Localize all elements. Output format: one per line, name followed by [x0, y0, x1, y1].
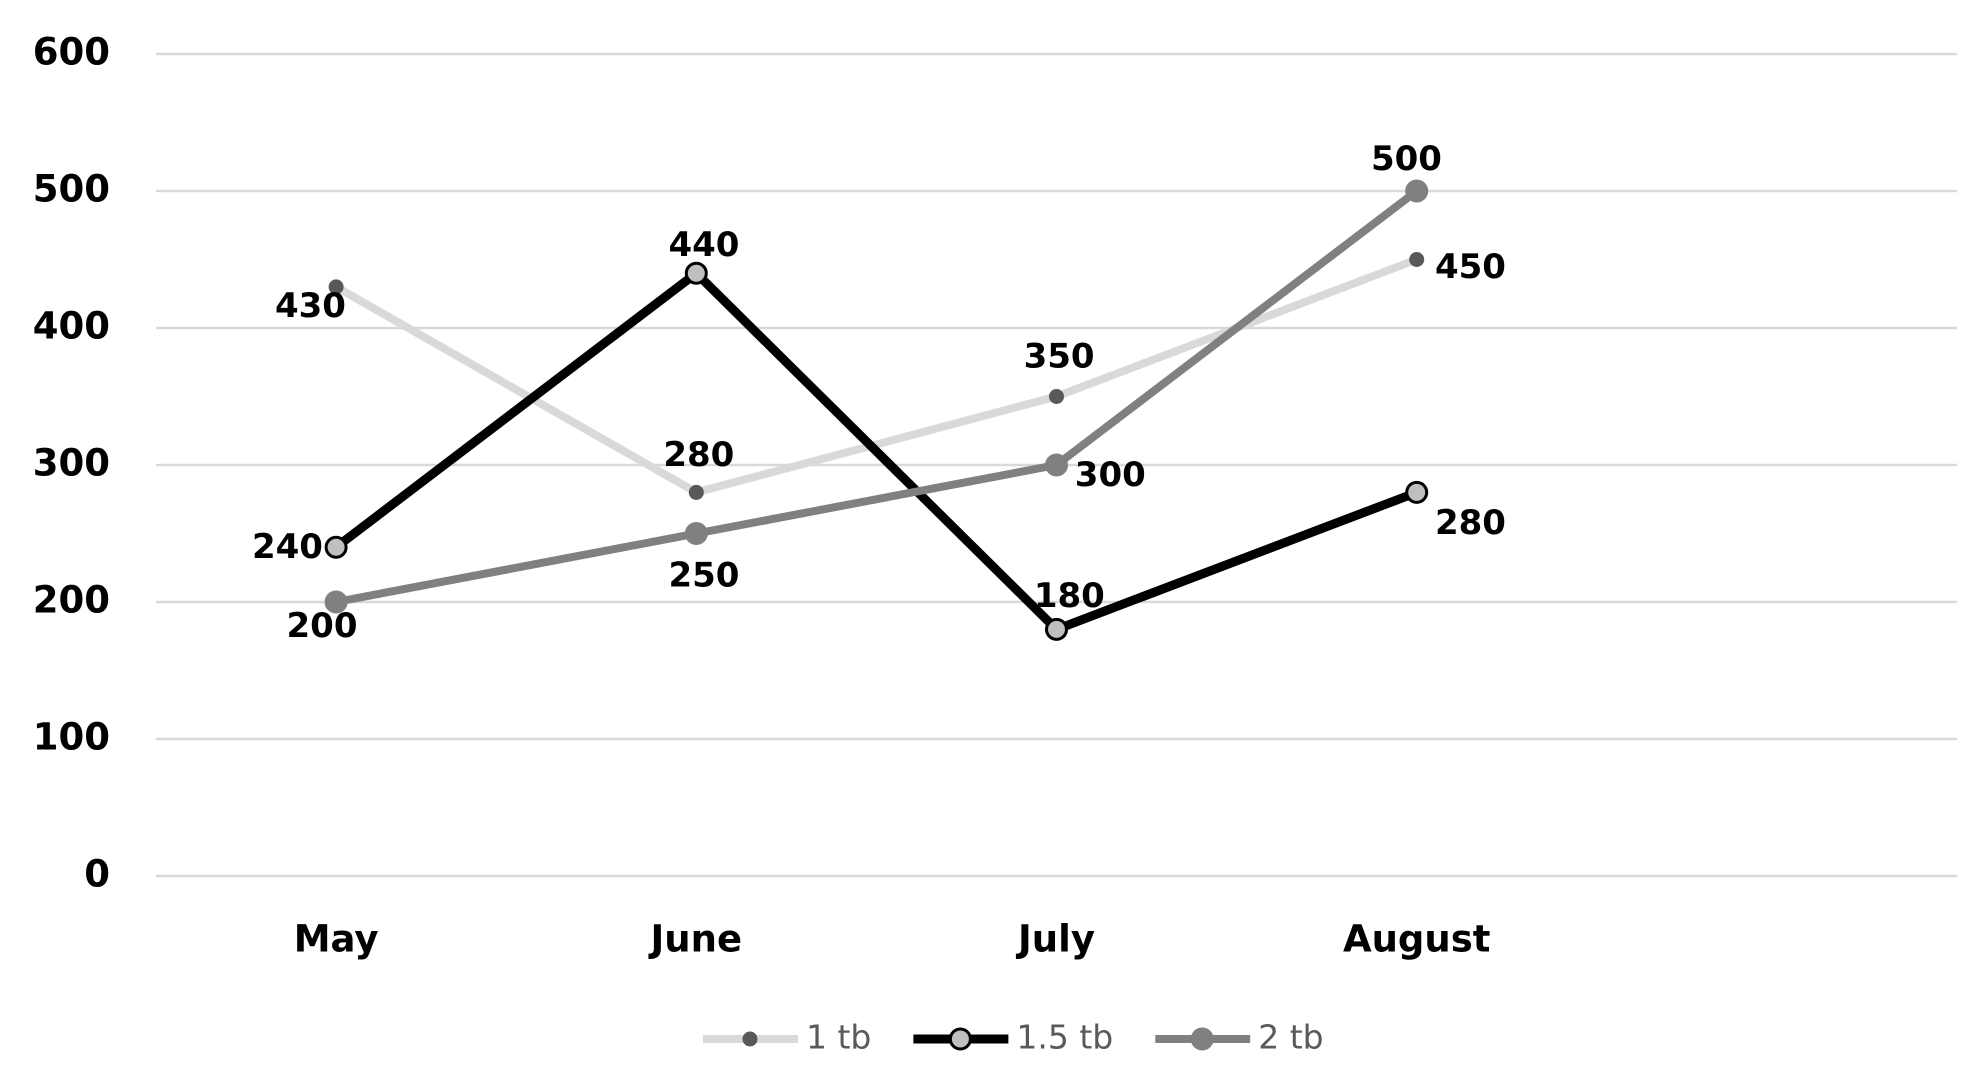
data-label: 280 [663, 435, 734, 475]
x-tick-label: June [648, 918, 743, 961]
marker [684, 261, 708, 285]
data-label: 250 [668, 556, 739, 596]
data-label: 200 [287, 606, 358, 646]
data-label: 350 [1024, 337, 1095, 377]
marker [684, 522, 708, 545]
y-tick-label: 300 [33, 442, 110, 485]
data-label: 440 [668, 225, 739, 265]
legend-label: 1 tb [806, 1018, 871, 1057]
legend-marker [948, 1027, 972, 1051]
data-label: 180 [1034, 576, 1105, 616]
legend-label: 1.5 tb [1016, 1018, 1113, 1057]
marker [688, 484, 704, 500]
series-line [335, 187, 1420, 606]
y-tick-label: 100 [33, 716, 110, 759]
data-label: 280 [1435, 503, 1506, 543]
marker [1045, 453, 1068, 477]
x-tick-label: May [294, 918, 379, 961]
data-label: 430 [275, 286, 346, 326]
marker [328, 279, 344, 295]
y-tick-label: 500 [33, 168, 110, 211]
x-tick-label: July [1015, 918, 1095, 961]
y-tick-label: 200 [33, 579, 110, 622]
data-label: 240 [252, 527, 323, 567]
marker [1409, 252, 1425, 267]
legend-marker [1190, 1027, 1214, 1051]
marker [1405, 179, 1429, 203]
legend-marker [742, 1031, 758, 1047]
legend-label: 2 tb [1258, 1018, 1323, 1057]
marker [1045, 617, 1068, 641]
data-label: 300 [1075, 455, 1146, 495]
marker [1049, 389, 1064, 404]
data-label: 450 [1435, 247, 1506, 287]
series-line [333, 268, 1419, 634]
y-tick-label: 400 [33, 305, 110, 348]
data-label: 500 [1371, 139, 1442, 179]
marker [324, 590, 348, 614]
x-tick-label: August [1343, 918, 1491, 961]
y-tick-label: 600 [33, 31, 110, 74]
marker [1405, 480, 1429, 504]
y-tick-label: 0 [84, 853, 110, 896]
marker [324, 535, 348, 559]
